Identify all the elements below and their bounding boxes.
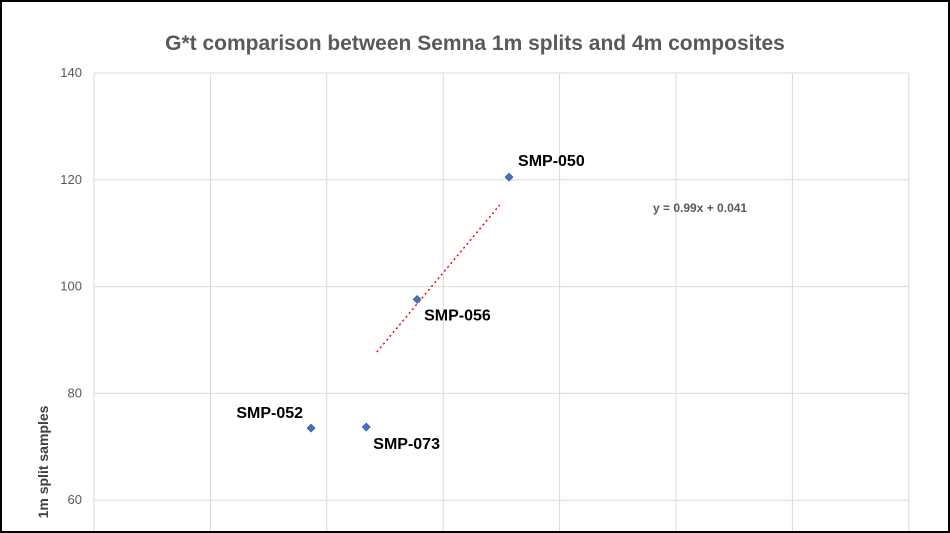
y-tick-label: 60	[68, 492, 82, 507]
trendline	[376, 204, 501, 353]
y-tick-label: 120	[60, 172, 82, 187]
data-points	[306, 172, 514, 433]
data-point-label: SMP-056	[424, 307, 491, 324]
data-point-label: SMP-052	[236, 405, 303, 422]
y-tick-label: 100	[60, 279, 82, 294]
data-point	[504, 172, 514, 182]
data-point-label: SMP-073	[373, 436, 440, 453]
trendline-group	[376, 204, 501, 353]
grid	[93, 72, 910, 531]
data-point	[361, 422, 371, 432]
data-point	[412, 294, 422, 304]
y-axis-label: 1m split samples	[35, 405, 51, 518]
chart-title: G*t comparison between Semna 1m splits a…	[165, 32, 785, 55]
trendline-equation: y = 0.99x + 0.041	[653, 201, 747, 215]
y-tick-labels: 60 80 100 120 140	[60, 65, 82, 507]
y-tick-label: 140	[60, 65, 82, 80]
data-point-label: SMP-050	[518, 153, 585, 170]
data-point	[306, 423, 316, 433]
y-tick-label: 80	[68, 385, 82, 400]
point-labels: SMP-050 SMP-056 SMP-052 SMP-073	[236, 153, 585, 453]
